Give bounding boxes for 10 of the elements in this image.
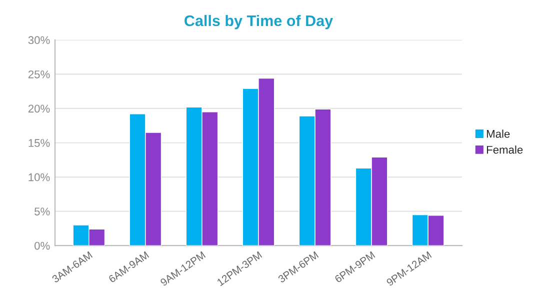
y-tick-label: 10% [28, 173, 50, 182]
y-tick-label: 5% [34, 208, 50, 216]
chart-title: Calls by Time of Day [184, 14, 334, 30]
y-tick-label: 20% [28, 104, 50, 113]
y-tick-label: 0% [34, 242, 50, 250]
legend-label: Male [486, 130, 510, 138]
y-tick-label: 15% [28, 139, 50, 147]
y-tick-label: 30% [28, 36, 50, 44]
legend-label: Female [486, 146, 523, 154]
y-tick-label: 25% [28, 70, 50, 78]
